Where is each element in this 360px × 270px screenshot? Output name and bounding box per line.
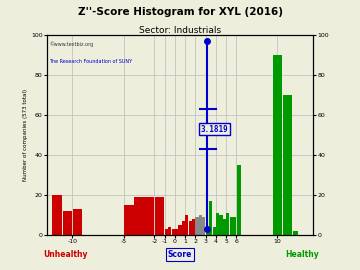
Bar bbox=[178, 225, 181, 235]
Bar bbox=[216, 213, 219, 235]
Text: Healthy: Healthy bbox=[285, 250, 319, 259]
Text: Sector: Industrials: Sector: Industrials bbox=[139, 26, 221, 35]
Bar bbox=[73, 209, 82, 235]
Text: Unhealthy: Unhealthy bbox=[43, 250, 88, 259]
Bar bbox=[230, 217, 233, 235]
Bar bbox=[185, 215, 188, 235]
Bar bbox=[233, 217, 236, 235]
Bar bbox=[283, 95, 292, 235]
Bar bbox=[182, 221, 185, 235]
Bar bbox=[144, 197, 154, 235]
Bar bbox=[293, 231, 298, 235]
Bar bbox=[195, 217, 199, 235]
Bar bbox=[237, 165, 241, 235]
Bar bbox=[168, 227, 171, 235]
Y-axis label: Number of companies (573 total): Number of companies (573 total) bbox=[23, 89, 28, 181]
Text: Score: Score bbox=[168, 250, 192, 259]
Bar bbox=[52, 195, 62, 235]
Bar bbox=[209, 201, 212, 235]
Bar bbox=[226, 213, 229, 235]
Bar bbox=[175, 229, 178, 235]
Bar bbox=[192, 219, 195, 235]
Bar bbox=[202, 217, 206, 235]
Text: Z''-Score Histogram for XYL (2016): Z''-Score Histogram for XYL (2016) bbox=[77, 7, 283, 17]
Bar bbox=[134, 197, 144, 235]
Bar bbox=[63, 211, 72, 235]
Bar bbox=[189, 221, 192, 235]
Bar bbox=[223, 219, 226, 235]
Bar bbox=[219, 215, 222, 235]
Text: The Research Foundation of SUNY: The Research Foundation of SUNY bbox=[49, 59, 132, 64]
Bar bbox=[165, 229, 168, 235]
Bar bbox=[124, 205, 134, 235]
Bar bbox=[213, 227, 216, 235]
Bar bbox=[172, 229, 175, 235]
Text: ©www.textbiz.org: ©www.textbiz.org bbox=[49, 41, 94, 47]
Bar bbox=[273, 55, 282, 235]
Bar bbox=[155, 197, 164, 235]
Text: 3.1819: 3.1819 bbox=[201, 124, 229, 133]
Bar bbox=[199, 215, 202, 235]
Bar bbox=[206, 227, 209, 235]
